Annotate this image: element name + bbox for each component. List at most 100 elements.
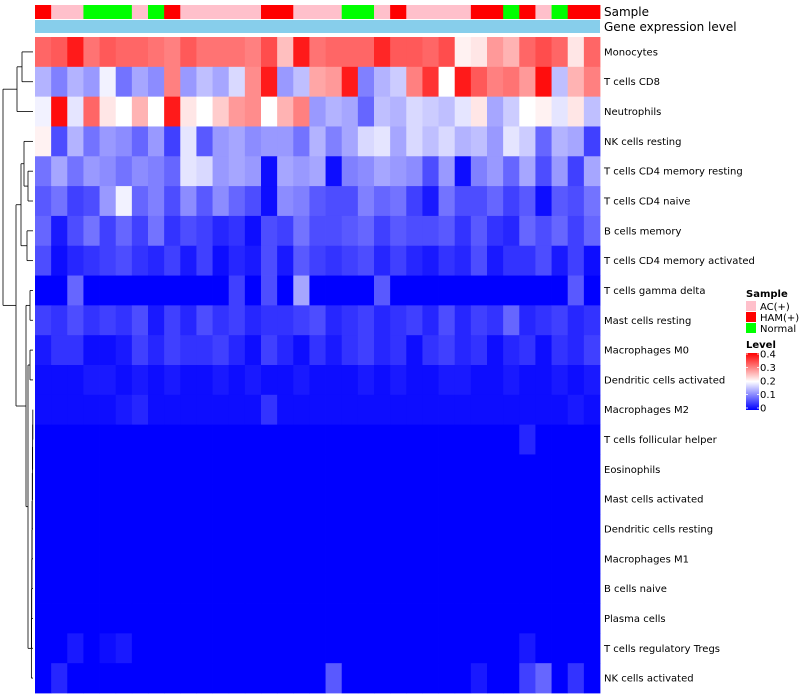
heatmap-cell xyxy=(67,126,84,157)
heatmap-cell xyxy=(341,335,359,366)
sample-annotation-cell xyxy=(67,5,84,19)
heatmap-cell xyxy=(567,365,585,396)
heatmap-cell xyxy=(293,454,310,485)
heatmap-cell xyxy=(180,454,197,485)
heatmap-cell xyxy=(261,514,278,545)
heatmap-cell xyxy=(390,365,407,396)
heatmap-cell xyxy=(99,215,117,247)
heatmap-cell xyxy=(357,543,375,575)
heatmap-cell xyxy=(293,424,310,455)
heatmap-cell xyxy=(374,335,391,366)
heatmap-cell xyxy=(115,245,133,276)
heatmap-cell xyxy=(406,156,423,187)
heatmap-cell xyxy=(357,156,375,187)
heatmap-cell xyxy=(83,514,100,545)
heatmap-cell xyxy=(148,424,165,455)
heatmap-cell xyxy=(35,305,52,336)
heatmap-cell xyxy=(261,126,278,157)
heatmap-cell xyxy=(164,365,181,396)
heatmap-cell xyxy=(228,603,246,634)
heatmap-cell xyxy=(454,305,472,336)
heatmap-cell xyxy=(164,275,181,306)
heatmap-cell xyxy=(83,305,100,336)
heatmap-cell xyxy=(454,96,472,127)
heatmap-cell xyxy=(228,514,246,545)
heatmap-cell xyxy=(519,66,536,98)
heatmap-cell xyxy=(454,186,472,217)
heatmap-cell xyxy=(277,365,294,396)
heatmap-cell xyxy=(131,96,149,127)
heatmap-cell xyxy=(212,663,230,694)
sample-annotation-cell xyxy=(212,5,230,19)
heatmap-cell xyxy=(583,215,601,247)
heatmap-cell xyxy=(131,484,149,515)
heatmap-cell xyxy=(374,603,391,634)
heatmap-cell xyxy=(325,543,343,575)
heatmap-cell xyxy=(83,454,100,485)
heatmap-cell xyxy=(67,245,84,276)
sample-annotation-cell xyxy=(228,5,246,19)
heatmap-cell xyxy=(454,126,472,157)
heatmap-cell xyxy=(261,215,278,247)
heatmap-cell xyxy=(422,454,439,485)
heatmap-cell xyxy=(487,245,504,276)
heatmap-cell xyxy=(551,573,569,604)
row-label: Dendritic cells resting xyxy=(604,525,713,536)
heatmap-cell xyxy=(503,335,520,366)
heatmap-cell xyxy=(503,543,520,575)
heatmap-cell xyxy=(228,633,246,664)
heatmap-cell xyxy=(503,454,520,485)
heatmap-cell xyxy=(567,37,585,68)
heatmap-cell xyxy=(277,335,294,366)
heatmap-cell xyxy=(309,603,326,634)
heatmap-cell xyxy=(390,186,407,217)
heatmap-cell xyxy=(164,156,181,187)
heatmap-cell xyxy=(357,215,375,247)
heatmap-cell xyxy=(438,365,456,396)
heatmap-cell xyxy=(51,424,68,455)
heatmap-cell xyxy=(293,365,310,396)
heatmap-cell xyxy=(390,37,407,68)
heatmap-cell xyxy=(83,573,100,604)
legend-swatch xyxy=(746,323,756,333)
heatmap-cell xyxy=(244,126,262,157)
heatmap-cell xyxy=(422,484,439,515)
heatmap-cell xyxy=(99,454,117,485)
heatmap-cell xyxy=(67,186,84,217)
heatmap-cell xyxy=(519,543,536,575)
heatmap-cell xyxy=(567,603,585,634)
heatmap-cell xyxy=(390,245,407,276)
heatmap-cell xyxy=(244,335,262,366)
heatmap-cell xyxy=(277,394,294,426)
heatmap-cell xyxy=(406,186,423,217)
legend-level-tick-label: 0.1 xyxy=(760,390,776,401)
heatmap-cell xyxy=(519,484,536,515)
heatmap-cell xyxy=(551,305,569,336)
heatmap-cell xyxy=(406,245,423,276)
heatmap-cell xyxy=(148,394,165,426)
heatmap-cell xyxy=(374,633,391,664)
heatmap-cell xyxy=(131,365,149,396)
row-label: T cells CD4 memory activated xyxy=(603,256,755,267)
heatmap-cell xyxy=(406,126,423,157)
heatmap-cell xyxy=(470,454,488,485)
heatmap-cell xyxy=(277,663,294,694)
heatmap-cell xyxy=(148,66,165,98)
heatmap-cell xyxy=(277,186,294,217)
sample-annotation-cell xyxy=(164,5,181,19)
heatmap-cell xyxy=(228,37,246,68)
heatmap-cell xyxy=(406,543,423,575)
heatmap-cell xyxy=(535,305,552,336)
heatmap-cell xyxy=(422,305,439,336)
heatmap-cell xyxy=(374,186,391,217)
heatmap-cell xyxy=(115,126,133,157)
heatmap-cell xyxy=(293,663,310,694)
heatmap-cell xyxy=(406,335,423,366)
heatmap-cell xyxy=(212,543,230,575)
heatmap-cell xyxy=(487,275,504,306)
heatmap-cell xyxy=(454,66,472,98)
heatmap-cell xyxy=(374,215,391,247)
sample-annotation-cell xyxy=(567,5,585,19)
heatmap-cell xyxy=(180,484,197,515)
heatmap-cell xyxy=(567,96,585,127)
